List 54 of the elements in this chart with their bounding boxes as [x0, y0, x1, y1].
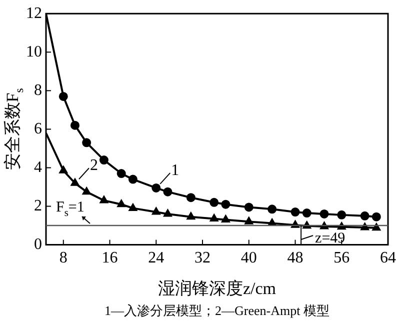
x-tick-label: 56	[334, 250, 350, 267]
point	[372, 223, 380, 231]
point	[128, 204, 137, 211]
point	[116, 169, 126, 178]
point	[244, 217, 253, 224]
x-tick-label: 8	[59, 250, 68, 267]
point	[290, 208, 300, 217]
y-tick-label: 6	[34, 120, 42, 138]
point	[320, 209, 329, 218]
point	[128, 174, 138, 184]
point	[210, 198, 219, 207]
y-axis-title: 安全系数Fs	[3, 88, 26, 170]
point	[152, 183, 161, 192]
point	[210, 214, 218, 222]
point	[70, 178, 80, 186]
point	[268, 204, 277, 214]
x-tick-label: 24	[148, 250, 164, 267]
annotation: z=49	[315, 230, 346, 247]
y-tick-label: 2	[34, 197, 42, 214]
point	[268, 218, 276, 226]
point	[222, 215, 230, 223]
x-tick-label: 64	[380, 250, 396, 267]
point	[58, 92, 68, 101]
point	[117, 200, 126, 208]
point	[302, 208, 312, 218]
point	[372, 212, 381, 222]
point	[82, 187, 91, 195]
point	[152, 208, 160, 215]
y-tick-label: 12	[26, 4, 42, 22]
point	[163, 187, 172, 196]
point	[186, 193, 196, 202]
point	[82, 138, 92, 148]
text: 1—入渗分层模型；2—Green-Ampt 模型	[104, 303, 330, 318]
y-tick-label: 0	[34, 236, 42, 254]
x-tick-label: 32	[194, 250, 211, 267]
legend-label: 1	[171, 162, 180, 179]
point	[337, 210, 346, 220]
x-tick-label: 40	[240, 250, 257, 267]
legend-label: 2	[90, 157, 98, 174]
point	[360, 211, 370, 220]
x-tick-label: 16	[102, 250, 118, 267]
point	[59, 166, 68, 174]
y-tick-label: 8	[34, 82, 42, 99]
point	[221, 200, 230, 209]
point	[244, 202, 254, 212]
point	[164, 209, 172, 217]
point	[99, 156, 108, 165]
x-tick-label: 48	[287, 250, 304, 267]
y-tick-label: 10	[26, 43, 42, 60]
y-tick-label: 4	[34, 158, 42, 176]
point	[70, 120, 80, 130]
point	[100, 196, 108, 204]
point	[186, 212, 195, 220]
x-axis-title: 湿润锋深度z/cm	[158, 279, 276, 298]
